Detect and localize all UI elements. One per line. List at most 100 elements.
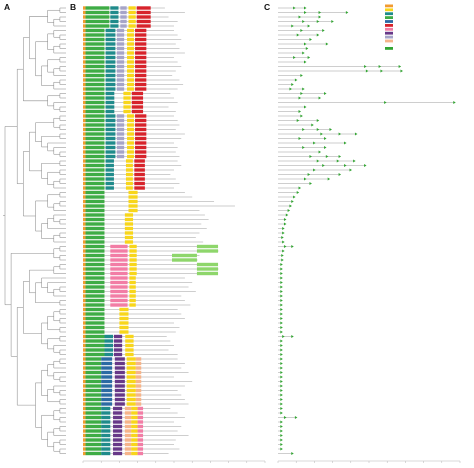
motif-box xyxy=(131,424,138,429)
motif-box xyxy=(85,321,105,325)
motif-box xyxy=(129,276,136,280)
motif-box xyxy=(85,96,105,100)
motif-box xyxy=(113,352,123,357)
motif-box xyxy=(114,366,125,370)
structure-marker xyxy=(296,33,300,37)
structure-marker xyxy=(336,159,340,163)
motif-box xyxy=(85,204,105,208)
motif-box xyxy=(135,118,147,123)
structure-marker xyxy=(309,155,312,158)
motif-box xyxy=(127,46,134,51)
structure-marker xyxy=(313,168,316,172)
structure-marker xyxy=(313,141,316,145)
structure-marker xyxy=(304,42,307,46)
motif-box xyxy=(85,91,105,96)
legend-swatch xyxy=(385,35,393,39)
motif-box xyxy=(105,186,114,190)
motif-box xyxy=(137,447,144,451)
motif-box xyxy=(125,163,133,168)
motif-box xyxy=(85,28,105,33)
motif-box xyxy=(83,325,86,330)
structure-marker xyxy=(345,11,349,14)
motif-box xyxy=(104,334,114,339)
motif-box xyxy=(105,172,114,177)
structure-marker xyxy=(298,186,302,190)
motif-box xyxy=(116,28,125,33)
structure-marker xyxy=(280,362,283,365)
legend-swatch xyxy=(385,24,393,27)
motif-box xyxy=(83,60,86,64)
structure-marker xyxy=(354,132,358,136)
structure-marker xyxy=(291,335,294,338)
motif-box xyxy=(85,46,105,51)
structure-marker xyxy=(298,137,302,140)
motif-box xyxy=(127,114,134,118)
structure-marker xyxy=(380,69,383,73)
motif-box xyxy=(85,213,105,217)
motif-box xyxy=(83,303,86,307)
motif-box xyxy=(126,388,136,393)
motif-box xyxy=(136,15,151,19)
motif-box xyxy=(137,415,144,420)
motif-box xyxy=(83,213,86,217)
motif-box xyxy=(85,420,102,424)
motif-box xyxy=(113,348,123,352)
motif-box xyxy=(135,55,147,60)
motif-box xyxy=(85,352,105,357)
motif-box xyxy=(85,258,105,262)
motif-box xyxy=(126,366,136,370)
motif-box xyxy=(85,19,110,24)
motif-box xyxy=(85,123,105,127)
motif-box xyxy=(110,289,128,294)
motif-box xyxy=(131,438,138,442)
structure-marker xyxy=(353,159,356,163)
motif-box xyxy=(127,28,134,33)
motif-box xyxy=(120,15,127,19)
structure-marker xyxy=(287,209,291,212)
motif-box xyxy=(135,375,142,379)
motif-box xyxy=(127,136,134,141)
motif-box xyxy=(85,379,102,384)
structure-marker xyxy=(283,218,287,221)
motif-box xyxy=(83,96,86,100)
motif-box xyxy=(135,136,147,141)
motif-box xyxy=(85,384,102,388)
motif-box xyxy=(110,24,119,28)
motif-box xyxy=(124,406,132,411)
motif-box xyxy=(85,411,102,415)
motif-box xyxy=(113,451,123,456)
motif-box xyxy=(129,294,136,298)
motif-box xyxy=(85,357,102,361)
motif-box xyxy=(127,33,134,37)
structure-marker xyxy=(280,294,283,298)
motif-box xyxy=(129,262,137,267)
motif-box xyxy=(127,78,134,82)
motif-box xyxy=(101,451,111,456)
structure-marker xyxy=(296,191,300,194)
structure-marker xyxy=(304,60,307,64)
motif-box xyxy=(85,15,110,19)
structure-marker xyxy=(280,312,283,316)
motif-box xyxy=(83,451,86,456)
motif-box xyxy=(135,132,147,136)
motif-box xyxy=(135,60,147,64)
structure-marker xyxy=(280,425,283,428)
motif-box xyxy=(125,177,133,181)
structure-marker xyxy=(282,227,285,230)
motif-box xyxy=(83,429,86,433)
motif-box xyxy=(126,379,136,384)
structure-marker xyxy=(282,249,285,253)
motif-box xyxy=(85,109,105,114)
structure-marker xyxy=(280,420,283,424)
motif-box xyxy=(83,352,86,357)
structure-marker xyxy=(302,87,305,91)
structure-marker xyxy=(300,29,303,32)
motif-box xyxy=(104,343,114,348)
motif-box xyxy=(83,447,86,451)
motif-box xyxy=(83,109,86,114)
motif-box xyxy=(105,163,114,168)
motif-box xyxy=(110,15,119,19)
motif-box xyxy=(137,420,144,424)
motif-box xyxy=(135,33,147,37)
structure-marker xyxy=(281,258,284,262)
